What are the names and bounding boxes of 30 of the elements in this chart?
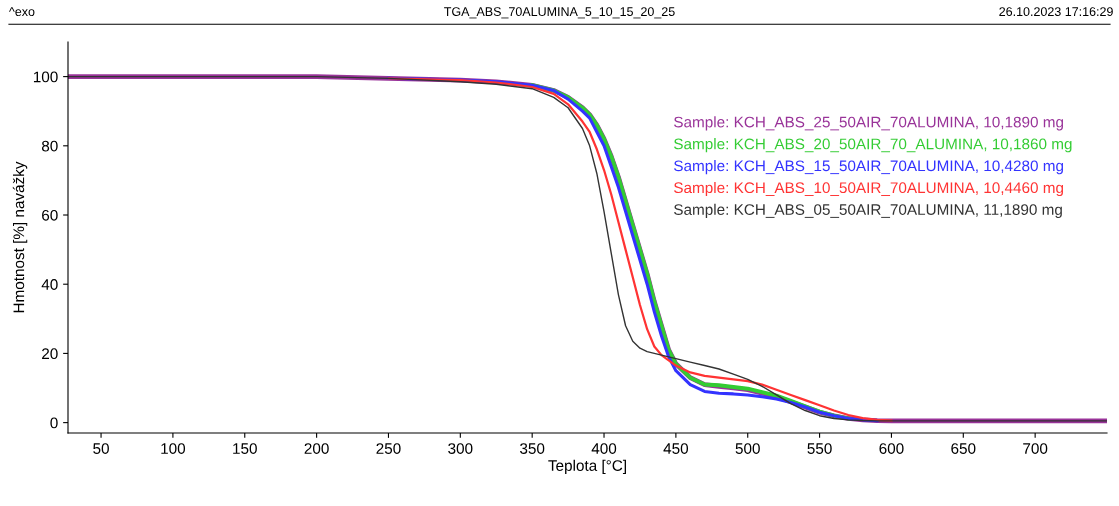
- text: Sample: KCH_ABS_25_50AIR_70ALUMINA, 10,1890 mg: [674, 116, 1064, 131]
- x-tick-label: 250: [376, 443, 401, 454]
- text: Sample: KCH_ABS_05_50AIR_70ALUMINA, 11,1890 mg: [674, 203, 1062, 218]
- x-tick-label: 200: [304, 443, 329, 454]
- x-tick-label: 700: [1023, 443, 1048, 454]
- x-tick-label: 450: [663, 443, 689, 454]
- x-tick-label: 500: [735, 443, 760, 454]
- x-tick-label: 100: [161, 443, 186, 454]
- text: Sample: KCH_ABS_10_50AIR_70ALUMINA, 10,4460 mg: [674, 181, 1064, 197]
- x-tick-label: 350: [520, 443, 545, 454]
- x-tick-label: 50: [93, 443, 109, 454]
- y-tick-label: 40: [41, 279, 58, 290]
- x-tick-label: 300: [448, 443, 473, 454]
- y-tick-label: 100: [33, 71, 58, 83]
- text: Sample: KCH_ABS_15_50AIR_70ALUMINA, 10,4280 mg: [674, 160, 1064, 175]
- x-tick-label: 400: [591, 443, 617, 454]
- text: 26.10.2023 17:16:29: [999, 7, 1113, 17]
- x-axis-title: Teplota [°C]: [548, 459, 626, 474]
- text: Sample: KCH_ABS_20_50AIR_70_ALUMINA, 10,1860 mg: [674, 138, 1072, 153]
- y-tick-label: 60: [42, 209, 58, 221]
- x-tick-label: 550: [807, 443, 832, 454]
- x-tick-label: 600: [879, 443, 904, 454]
- y-tick-label: 0: [50, 417, 58, 429]
- y-axis-title: Hmotnost [%] navážky: [12, 161, 28, 313]
- x-tick-label: 150: [233, 443, 257, 454]
- y-tick-label: 20: [42, 348, 58, 360]
- chart-title: TGA_ABS_70ALUMINA_5_10_15_20_25: [444, 7, 675, 19]
- x-tick-label: 650: [951, 443, 976, 454]
- y-tick-label: 80: [41, 140, 58, 152]
- text: ^exo: [9, 7, 35, 17]
